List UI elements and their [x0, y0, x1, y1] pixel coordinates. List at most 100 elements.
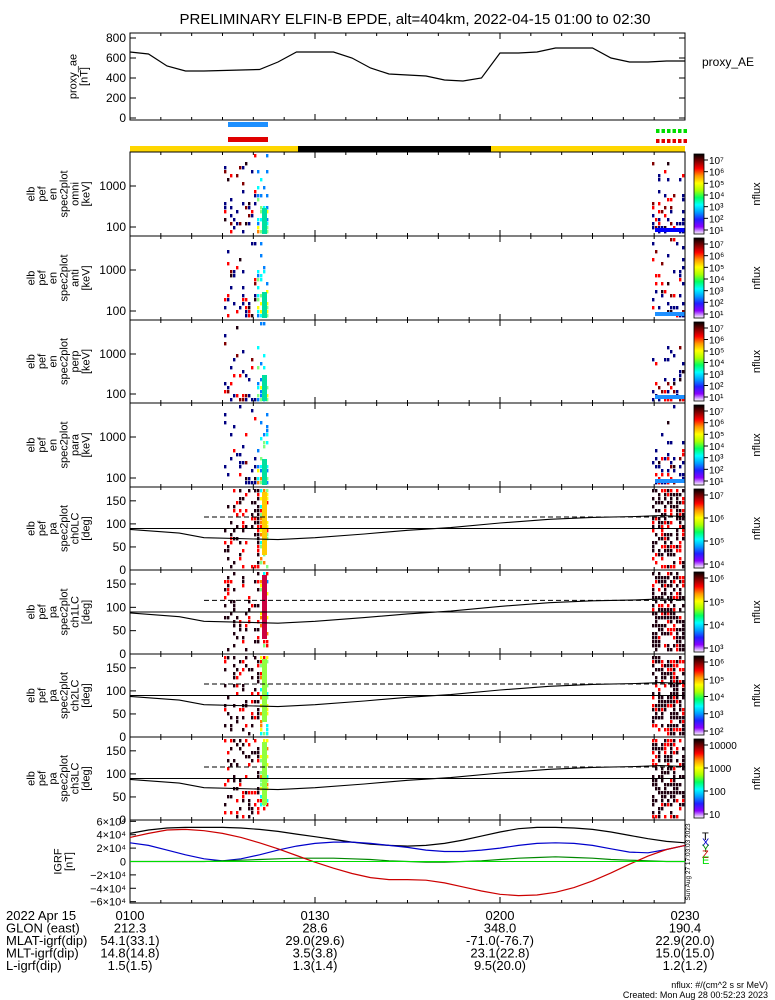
spectrogram-cell [673, 779, 676, 783]
spectrogram-cell [676, 572, 679, 576]
spectrogram-cell [257, 775, 260, 779]
spectrogram-cell [257, 799, 260, 803]
spectrogram-cell [230, 747, 233, 751]
spectrogram-cell [242, 708, 245, 712]
spectrogram-cell [652, 815, 655, 819]
spectrogram-cell [661, 807, 664, 811]
spectrogram-cell [670, 632, 673, 636]
spectrogram-cell [658, 624, 661, 628]
spectrogram-cell [233, 572, 236, 576]
ylabel-ch0LC-line: pef [37, 520, 49, 536]
spectrogram-cell [260, 580, 263, 584]
spectrogram-cell [682, 680, 685, 684]
spectrogram-cell [239, 553, 242, 557]
y-tick-label: 100 [106, 304, 126, 318]
spectrogram-cell [673, 795, 676, 799]
spectrogram-cell [664, 226, 667, 230]
spectrogram-cell [260, 795, 263, 799]
spectrogram-cell [655, 362, 658, 366]
spectrogram-cell [266, 529, 269, 533]
spectrogram-cell [236, 676, 239, 680]
spectrogram-cell [670, 743, 673, 747]
spectrogram-cell [682, 660, 685, 664]
spectrogram-cell [661, 616, 664, 620]
spectrogram-cell [655, 640, 658, 644]
spectrogram-cell [254, 242, 257, 246]
spectrogram-cell [676, 700, 679, 704]
spectrogram-cell [260, 230, 263, 234]
ylabel-ch2LC: elb pef pa spec2plot ch2LC [deg] [26, 672, 93, 719]
spectrogram-cell [679, 346, 682, 350]
spectrogram-cell [224, 708, 227, 712]
spectrogram-cell [263, 561, 266, 565]
ephemeris-value: 1.3(1.4) [293, 958, 338, 973]
spectrogram-cell [245, 628, 248, 632]
spectrogram-cell [682, 561, 685, 565]
spectrogram-cell [655, 668, 658, 672]
spectrogram-cell [679, 521, 682, 525]
spectrogram-cell [233, 672, 236, 676]
spectrogram-cell [236, 763, 239, 767]
spectrogram-cell [655, 517, 658, 521]
spectrogram-cell [239, 557, 242, 561]
spectrogram-cell [676, 545, 679, 549]
spectrogram-cell [661, 529, 664, 533]
spectrogram-cell [655, 716, 658, 720]
spectrogram-cell [670, 600, 673, 604]
eclipse-bar-segment [298, 146, 491, 152]
spectrogram-cell [239, 453, 242, 457]
spectrogram-cell [652, 624, 655, 628]
spectrogram-cell [266, 779, 269, 783]
loss-cone-line [129, 598, 686, 624]
spectrogram-cell [227, 545, 230, 549]
spectrogram-cell [658, 202, 661, 206]
proxy-ae-ylabel-line: proxy_ae [68, 54, 80, 99]
spectrogram-cell [652, 505, 655, 509]
marker-red-dash [683, 139, 687, 143]
spectrogram-cell [260, 314, 263, 318]
spectrogram-cell [682, 732, 685, 736]
spectrogram-cell [667, 358, 670, 362]
spectrogram-cell [257, 222, 260, 226]
spectrogram-cell [248, 616, 251, 620]
spectrogram-cell [257, 692, 260, 696]
y-tick-label: 1000 [99, 179, 126, 193]
spectrogram-cell [260, 278, 263, 282]
ylabel-ch1LC-line: [deg] [81, 600, 93, 624]
spectrogram-cell [242, 751, 245, 755]
spectrogram-cell [263, 266, 266, 270]
spectrogram-cell [673, 624, 676, 628]
spectrogram-cell [257, 708, 260, 712]
spectrogram-cell [254, 477, 257, 481]
colorbar-strip [693, 153, 705, 235]
spectrogram-cell [266, 616, 269, 620]
spectrogram-cell [263, 441, 266, 445]
spectrogram-cell [224, 298, 227, 302]
spectrogram-cell [254, 154, 257, 158]
spectrogram-cell [236, 743, 239, 747]
spectrogram-cell [263, 656, 266, 660]
spectrogram-cell [667, 755, 670, 759]
spectrogram-cell [682, 218, 685, 222]
spectrogram-cell [248, 394, 251, 398]
spectrogram-cell [667, 596, 670, 600]
spectrogram-cell [242, 202, 245, 206]
colorbar-tick-label: 10⁶ [709, 514, 724, 525]
spectrogram-cell [661, 576, 664, 580]
spectrogram-cell [251, 170, 254, 174]
spectrogram-cell [679, 704, 682, 708]
spectrogram-cell [236, 668, 239, 672]
spectrogram-cell [658, 660, 661, 664]
spectrogram-cell [266, 489, 269, 493]
spectrogram-cell [673, 688, 676, 692]
spectrogram-cell [257, 755, 260, 759]
spectrogram-cell [239, 783, 242, 787]
spectrogram-cell [676, 628, 679, 632]
ylabel-para-line: spec2plot [59, 421, 71, 468]
spectrogram-cell [233, 505, 236, 509]
spectrogram-cell [224, 580, 227, 584]
spectrogram-cell [652, 692, 655, 696]
spectrogram-cell [245, 314, 248, 318]
ylabel-ch1LC-line: elb [26, 605, 38, 620]
